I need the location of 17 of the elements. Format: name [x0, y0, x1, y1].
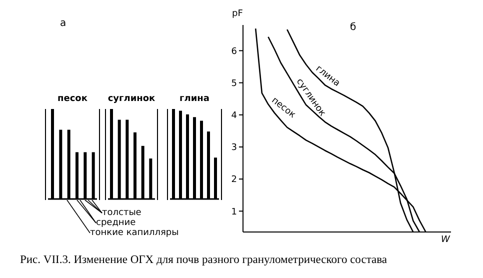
text: средние — [96, 218, 136, 228]
y-axis-title: pF — [232, 9, 243, 19]
y-tick-label: 2 — [231, 175, 237, 186]
chart-title: глина — [178, 94, 210, 105]
y-tick-label: 5 — [231, 78, 237, 89]
text: тонкие капилляры — [90, 228, 179, 238]
text: толстые — [102, 208, 142, 218]
chart-title: суглинок — [106, 94, 156, 105]
x-axis-title: W — [441, 235, 450, 245]
y-tick-label: 3 — [231, 143, 237, 154]
chart-title: б — [350, 22, 356, 33]
y-tick-label: 4 — [231, 111, 238, 122]
y-tick-label: 1 — [231, 207, 237, 218]
text: Рис. VII.3. Изменение ОГХ для почв разного гранулометрического состава — [20, 254, 387, 266]
text: а — [60, 18, 66, 29]
chart-title: песок — [58, 94, 88, 104]
y-tick-label: 6 — [231, 46, 238, 57]
